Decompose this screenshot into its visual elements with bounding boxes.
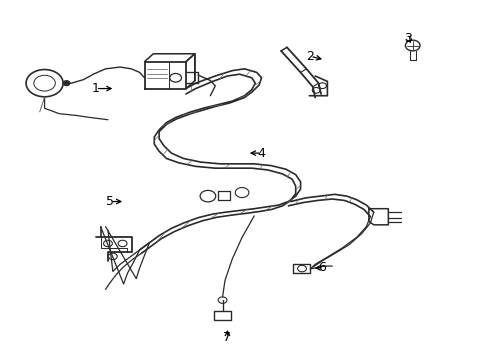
Text: 1: 1 bbox=[92, 82, 100, 95]
Circle shape bbox=[63, 81, 70, 86]
Text: 2: 2 bbox=[306, 50, 314, 63]
Text: 4: 4 bbox=[257, 147, 265, 159]
Text: 7: 7 bbox=[223, 331, 231, 344]
Text: 5: 5 bbox=[106, 195, 114, 208]
Text: 6: 6 bbox=[318, 261, 326, 274]
Text: 3: 3 bbox=[403, 32, 411, 45]
